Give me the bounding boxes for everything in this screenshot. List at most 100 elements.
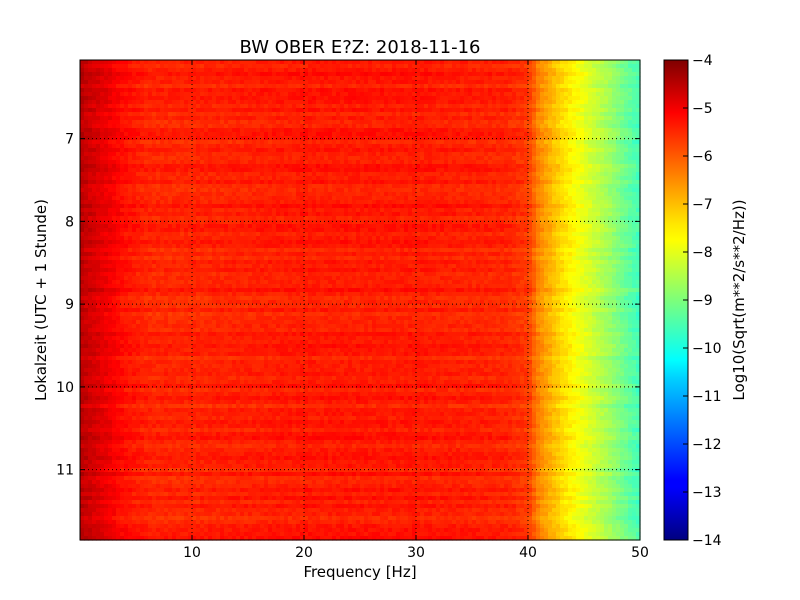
heatmap-cell — [144, 60, 149, 65]
heatmap-cell — [224, 176, 229, 181]
heatmap-cell — [124, 132, 129, 137]
heatmap-cell — [120, 88, 125, 93]
heatmap-cell — [84, 112, 89, 117]
heatmap-cell — [100, 116, 105, 121]
heatmap-cell — [340, 64, 345, 69]
heatmap-cell — [332, 64, 337, 69]
heatmap-cell — [188, 64, 193, 69]
heatmap-cell — [404, 152, 409, 157]
heatmap-cell — [260, 156, 265, 161]
heatmap-cell — [216, 156, 221, 161]
heatmap-cell — [328, 88, 333, 93]
heatmap-cell — [564, 132, 569, 137]
heatmap-cell — [224, 144, 229, 149]
heatmap-cell — [500, 92, 505, 97]
heatmap-cell — [500, 100, 505, 105]
heatmap-cell — [452, 88, 457, 93]
heatmap-cell — [396, 104, 401, 109]
heatmap-cell — [532, 184, 537, 189]
heatmap-cell — [456, 192, 461, 197]
heatmap-cell — [364, 192, 369, 197]
heatmap-cell — [152, 136, 157, 141]
heatmap-cell — [448, 164, 453, 169]
heatmap-cell — [208, 112, 213, 117]
heatmap-cell — [620, 76, 625, 81]
heatmap-cell — [368, 76, 373, 81]
heatmap-cell — [448, 192, 453, 197]
heatmap-cell — [252, 192, 257, 197]
heatmap-cell — [572, 140, 577, 145]
heatmap-cell — [552, 76, 557, 81]
heatmap-cell — [216, 132, 221, 137]
heatmap-cell — [620, 156, 625, 161]
heatmap-cell — [596, 160, 601, 165]
heatmap-cell — [292, 168, 297, 173]
heatmap-cell — [596, 96, 601, 101]
heatmap-cell — [476, 120, 481, 125]
heatmap-cell — [336, 108, 341, 113]
heatmap-cell — [396, 180, 401, 185]
heatmap-cell — [388, 196, 393, 201]
heatmap-cell — [516, 92, 521, 97]
heatmap-cell — [472, 84, 477, 89]
heatmap-cell — [292, 108, 297, 113]
heatmap-cell — [284, 168, 289, 173]
heatmap-cell — [112, 128, 117, 133]
heatmap-cell — [120, 172, 125, 177]
heatmap-cell — [92, 148, 97, 153]
heatmap-cell — [268, 76, 273, 81]
heatmap-cell — [152, 192, 157, 197]
heatmap-cell — [276, 128, 281, 133]
heatmap-cell — [324, 68, 329, 73]
heatmap-cell — [220, 116, 225, 121]
heatmap-cell — [252, 180, 257, 185]
heatmap-cell — [544, 96, 549, 101]
heatmap-cell — [80, 168, 85, 173]
heatmap-cell — [256, 92, 261, 97]
heatmap-cell — [460, 172, 465, 177]
heatmap-cell — [548, 180, 553, 185]
heatmap-cell — [168, 96, 173, 101]
heatmap-cell — [440, 164, 445, 169]
heatmap-cell — [244, 196, 249, 201]
heatmap-cell — [168, 152, 173, 157]
heatmap-cell — [140, 76, 145, 81]
heatmap-cell — [408, 120, 413, 125]
heatmap-cell — [300, 72, 305, 77]
heatmap-cell — [132, 200, 137, 205]
heatmap-cell — [596, 196, 601, 201]
heatmap-cell — [324, 156, 329, 161]
heatmap-cell — [532, 64, 537, 69]
heatmap-cell — [188, 164, 193, 169]
heatmap-cell — [172, 172, 177, 177]
heatmap-cell — [268, 84, 273, 89]
heatmap-cell — [112, 116, 117, 121]
heatmap-cell — [464, 144, 469, 149]
heatmap-cell — [636, 104, 641, 109]
heatmap-cell — [372, 76, 377, 81]
heatmap-cell — [396, 184, 401, 189]
heatmap-cell — [540, 168, 545, 173]
heatmap-cell — [424, 184, 429, 189]
heatmap-cell — [600, 92, 605, 97]
heatmap-cell — [188, 144, 193, 149]
heatmap-cell — [84, 184, 89, 189]
heatmap-cell — [252, 148, 257, 153]
heatmap-cell — [180, 72, 185, 77]
heatmap-cell — [436, 192, 441, 197]
heatmap-cell — [608, 168, 613, 173]
heatmap-cell — [172, 124, 177, 129]
heatmap-cell — [140, 196, 145, 201]
heatmap-cell — [280, 160, 285, 165]
heatmap-cell — [288, 152, 293, 157]
heatmap-cell — [404, 180, 409, 185]
heatmap-cell — [252, 164, 257, 169]
heatmap-cell — [404, 96, 409, 101]
heatmap-cell — [348, 144, 353, 149]
heatmap-cell — [596, 88, 601, 93]
heatmap-cell — [200, 200, 205, 205]
heatmap-cell — [568, 192, 573, 197]
heatmap-cell — [88, 156, 93, 161]
heatmap-cell — [236, 92, 241, 97]
heatmap-cell — [444, 88, 449, 93]
